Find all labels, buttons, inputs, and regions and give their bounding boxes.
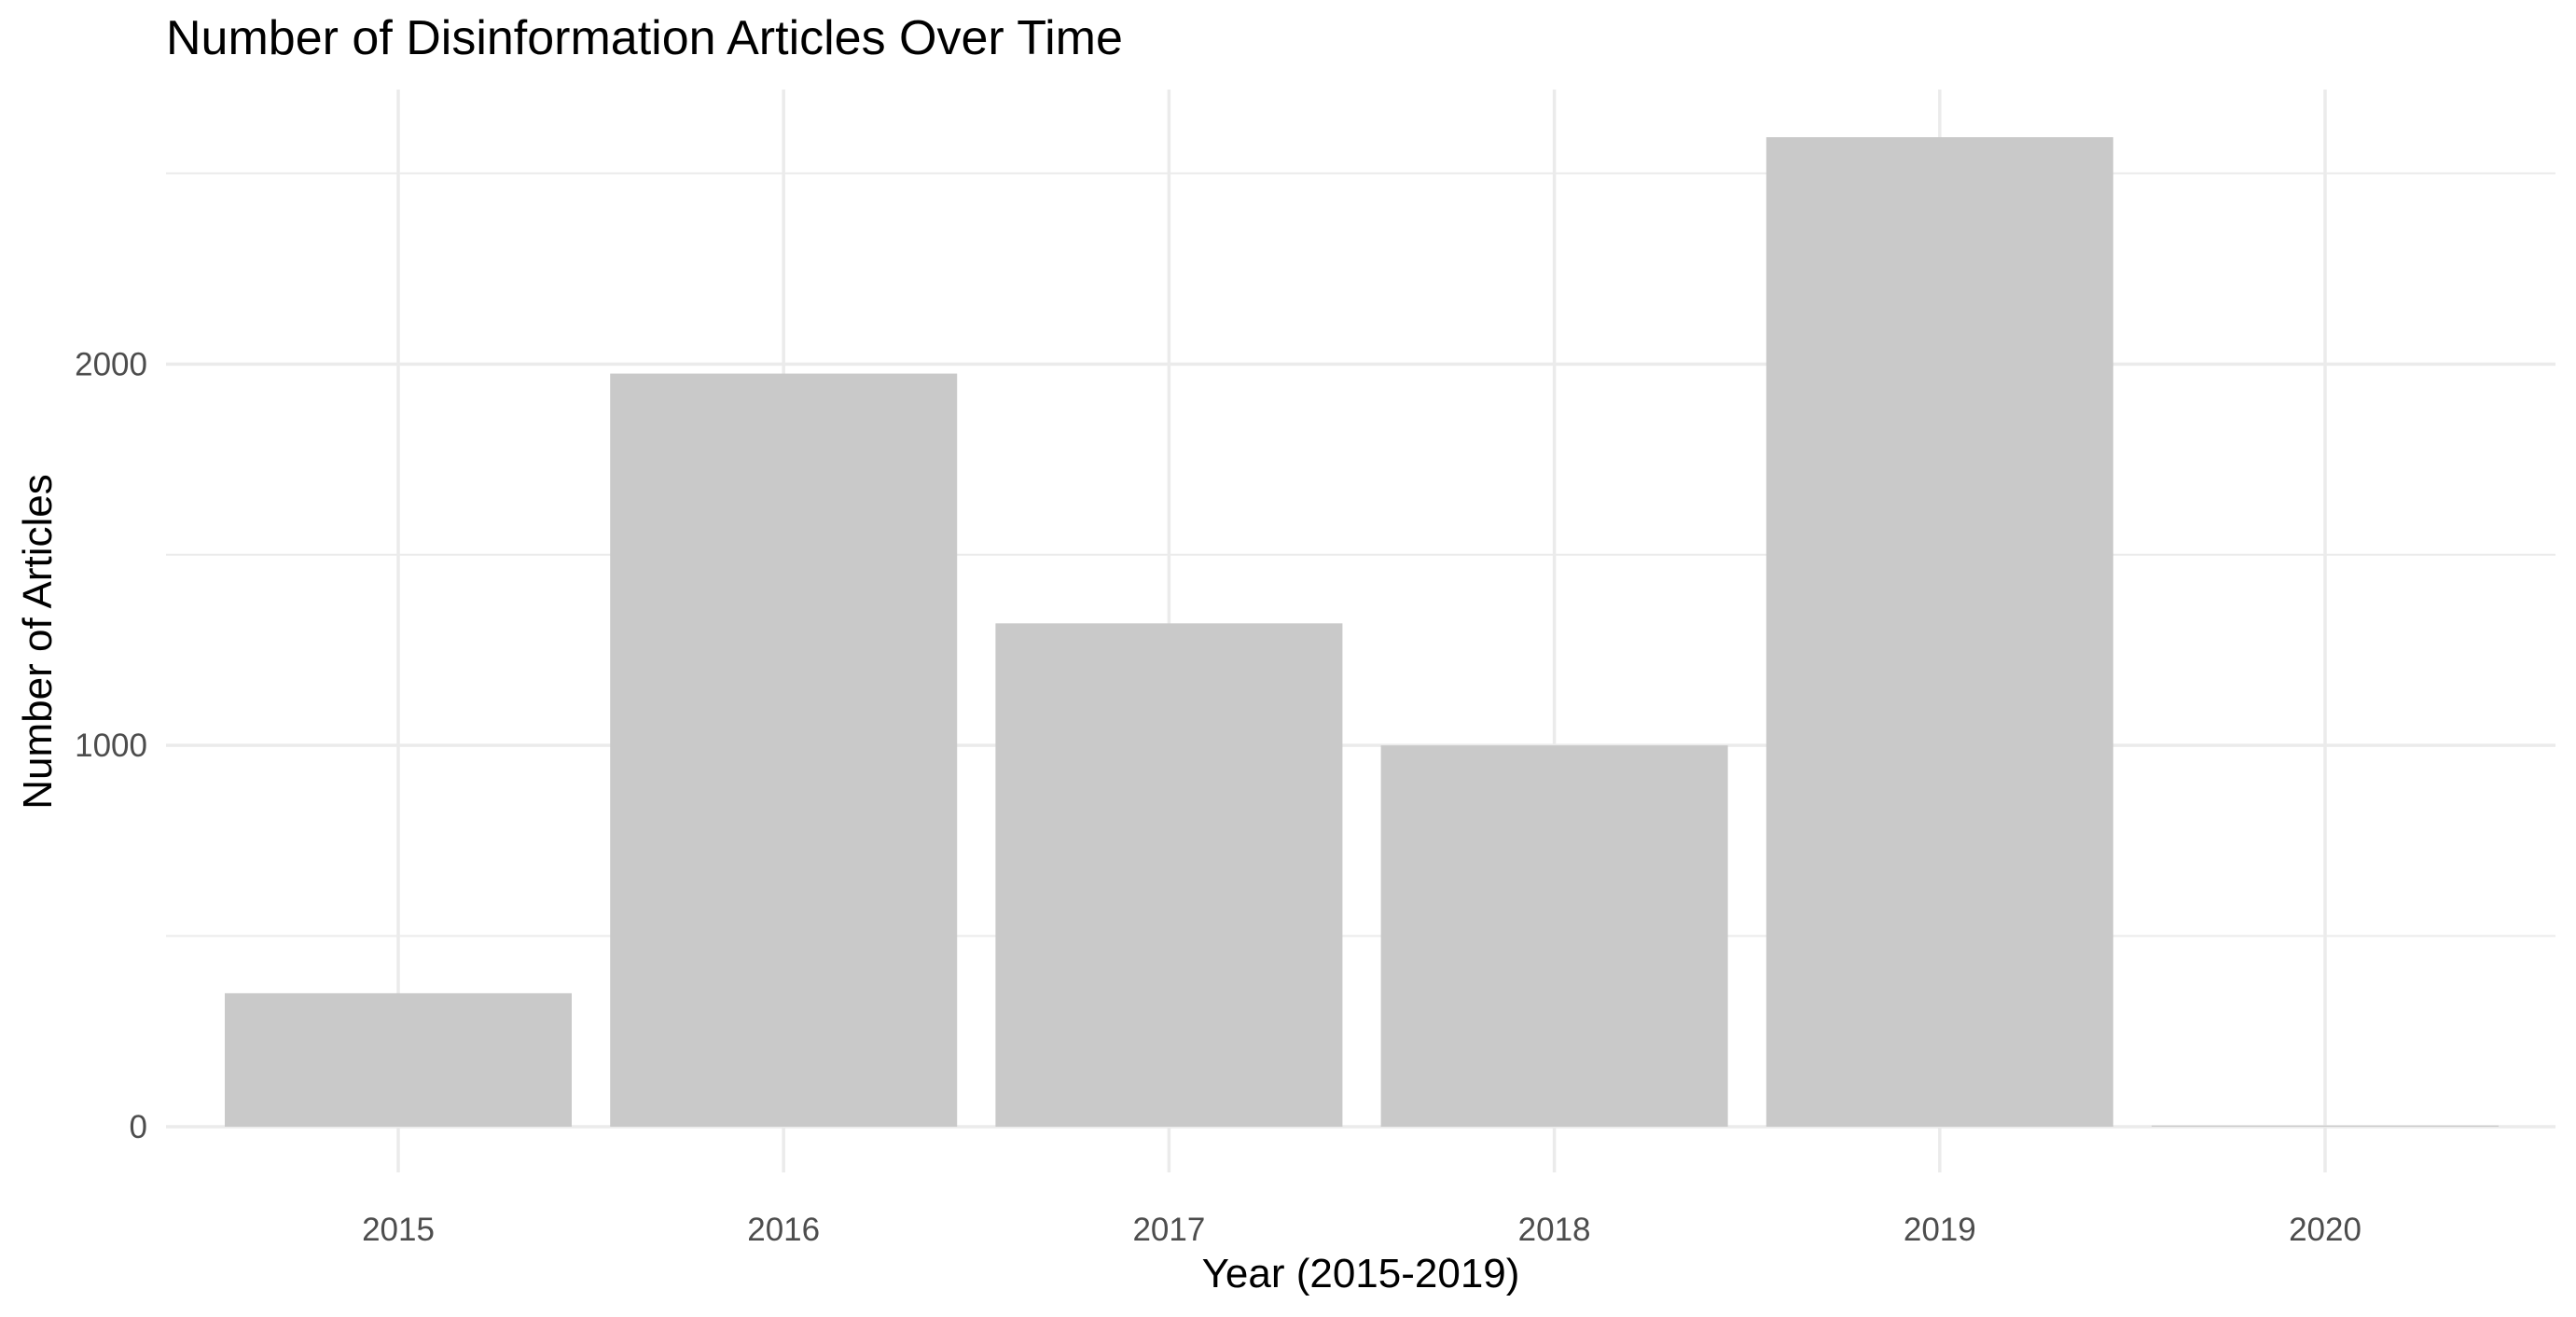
x-tick-label: 2015 xyxy=(362,1212,435,1248)
bar-2020 xyxy=(2152,1125,2499,1127)
bar-2019 xyxy=(1766,137,2113,1127)
x-tick-labels: 2015 2016 2017 2018 2019 2020 xyxy=(362,1212,2361,1248)
x-tick-label: 2020 xyxy=(2289,1212,2361,1248)
x-tick-label: 2017 xyxy=(1132,1212,1205,1248)
y-tick-label: 1000 xyxy=(75,728,147,764)
bar-2015 xyxy=(225,992,572,1127)
chart-title: Number of Disinformation Articles Over T… xyxy=(166,11,1123,65)
bar-2017 xyxy=(995,623,1343,1127)
x-tick-label: 2016 xyxy=(747,1212,820,1248)
bar-2016 xyxy=(610,373,958,1127)
bar-layer xyxy=(225,137,2499,1127)
bar-2018 xyxy=(1380,745,1728,1127)
y-tick-labels: 0 1000 2000 xyxy=(75,346,147,1145)
y-axis-title: Number of Articles xyxy=(15,474,61,809)
x-tick-label: 2018 xyxy=(1518,1212,1591,1248)
x-tick-label: 2019 xyxy=(1904,1212,1976,1248)
y-tick-label: 0 xyxy=(130,1109,147,1145)
x-axis-title: Year (2015-2019) xyxy=(1202,1251,1520,1296)
y-tick-label: 2000 xyxy=(75,346,147,382)
